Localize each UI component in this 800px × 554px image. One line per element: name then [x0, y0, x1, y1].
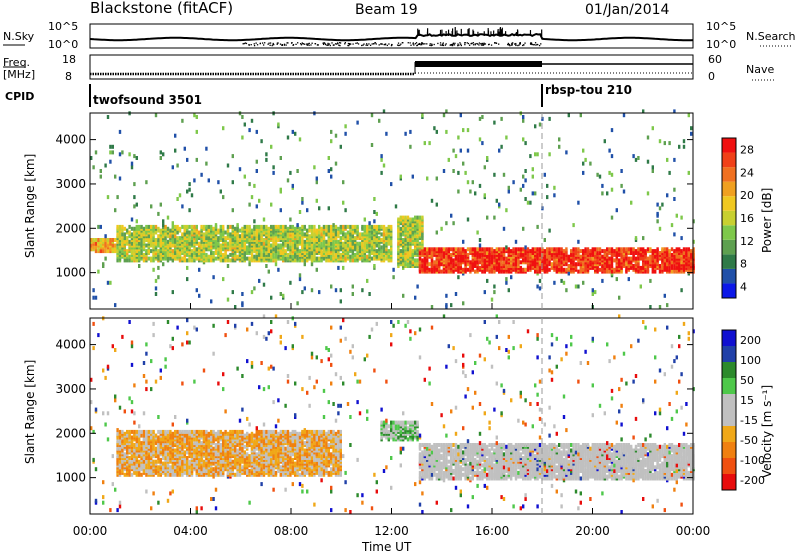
beam-label: Beam 19: [355, 2, 418, 18]
x-tick-label: 00:00: [676, 524, 711, 538]
colorbar-tick-label: 8: [740, 258, 747, 271]
colorbar-tick-label: 24: [740, 166, 754, 179]
y-tick-label: 1000: [55, 266, 86, 280]
nave-label: Nave: [746, 63, 774, 76]
velocity-y-axis: 4000 3000 2000 1000: [55, 338, 693, 485]
cpid-label: CPID: [5, 90, 34, 103]
noise-right-tick-high: 10^5: [706, 20, 736, 33]
colorbar-tick-label: 15: [740, 394, 754, 407]
date-label: 01/Jan/2014: [585, 2, 670, 18]
x-tick-label: 20:00: [575, 524, 610, 538]
colorbar-tick-label: 200: [740, 334, 761, 347]
noise-left-tick-high: 10^5: [48, 20, 78, 33]
power-heatmap-data: [90, 109, 695, 309]
y-tick-label: 3000: [55, 382, 86, 396]
y-tick-label: 2000: [55, 426, 86, 440]
y-tick-label: 1000: [55, 471, 86, 485]
nave-tick-low: 0: [708, 70, 715, 83]
cpid-panel: CPID twofsound 3501 rbsp-tou 210: [5, 83, 632, 107]
noise-sky-label: N.Sky: [3, 30, 35, 43]
power-colorbar: 28 24 20 16 12 8 4: [721, 137, 754, 299]
colorbar-tick-label: 16: [740, 212, 754, 225]
freq-unit-label: [MHz]: [3, 68, 35, 81]
colorbar-tick-label: 100: [740, 354, 761, 367]
noise-panel: N.Sky 10^5 10^0 10^5 10^0 N.Search: [3, 20, 796, 51]
noise-right-tick-low: 10^0: [706, 38, 736, 51]
x-axis-title: Time UT: [361, 540, 412, 554]
nave-tick-high: 60: [708, 53, 722, 66]
colorbar-tick-label: 20: [740, 189, 754, 202]
colorbar-tick-label: -50: [740, 434, 758, 447]
velocity-colorbar-label: Velocity [m s⁻¹]: [760, 385, 774, 478]
power-panel: 4000 3000 2000 1000 Slant Range [km] 28 24 20…: [23, 109, 774, 310]
radar-title: Blackstone (fitACF): [90, 0, 233, 17]
velocity-heatmap-data: [90, 314, 695, 514]
freq-tick-high: 18: [62, 53, 76, 66]
power-ylabel: Slant Range [km]: [23, 154, 37, 258]
noise-sky-trace: [89, 27, 694, 42]
cpid-program-2: rbsp-tou 210: [545, 83, 632, 97]
velocity-panel: 4000 3000 2000 1000 Slant Range [km] 200 100…: [23, 303, 774, 554]
colorbar-tick-label: -100: [740, 454, 765, 467]
x-tick-label: 00:00: [73, 524, 108, 538]
freq-panel: Freq. [MHz] 18 8 60 0 Nave: [3, 53, 775, 83]
freq-label: Freq.: [3, 56, 30, 69]
y-tick-label: 3000: [55, 177, 86, 191]
x-tick-label: 12:00: [374, 524, 409, 538]
colorbar-tick-label: 28: [740, 143, 754, 156]
x-tick-label: 04:00: [173, 524, 208, 538]
colorbar-tick-label: 50: [740, 374, 754, 387]
time-x-axis: 00:00 04:00 08:00 12:00 16:00 20:00 00:00: [73, 303, 711, 538]
power-y-axis: 4000 3000 2000 1000: [55, 133, 693, 280]
freq-tick-low: 8: [65, 70, 72, 83]
noise-search-label: N.Search: [746, 30, 796, 43]
velocity-ylabel: Slant Range [km]: [23, 360, 37, 464]
velocity-colorbar: 200 100 50 15 -15 -50 -100 -200: [721, 329, 765, 491]
colorbar-tick-label: -200: [740, 474, 765, 487]
cpid-program-1: twofsound 3501: [93, 93, 202, 107]
power-colorbar-label: Power [dB]: [760, 188, 774, 253]
colorbar-tick-label: 4: [740, 281, 747, 294]
colorbar-tick-label: 12: [740, 235, 754, 248]
noise-search-trace: [242, 42, 542, 47]
y-tick-label: 4000: [55, 338, 86, 352]
x-tick-label: 16:00: [475, 524, 510, 538]
y-tick-label: 4000: [55, 133, 86, 147]
y-tick-label: 2000: [55, 221, 86, 235]
noise-left-tick-low: 10^0: [48, 38, 78, 51]
x-tick-label: 08:00: [274, 524, 309, 538]
colorbar-tick-label: -15: [740, 414, 758, 427]
